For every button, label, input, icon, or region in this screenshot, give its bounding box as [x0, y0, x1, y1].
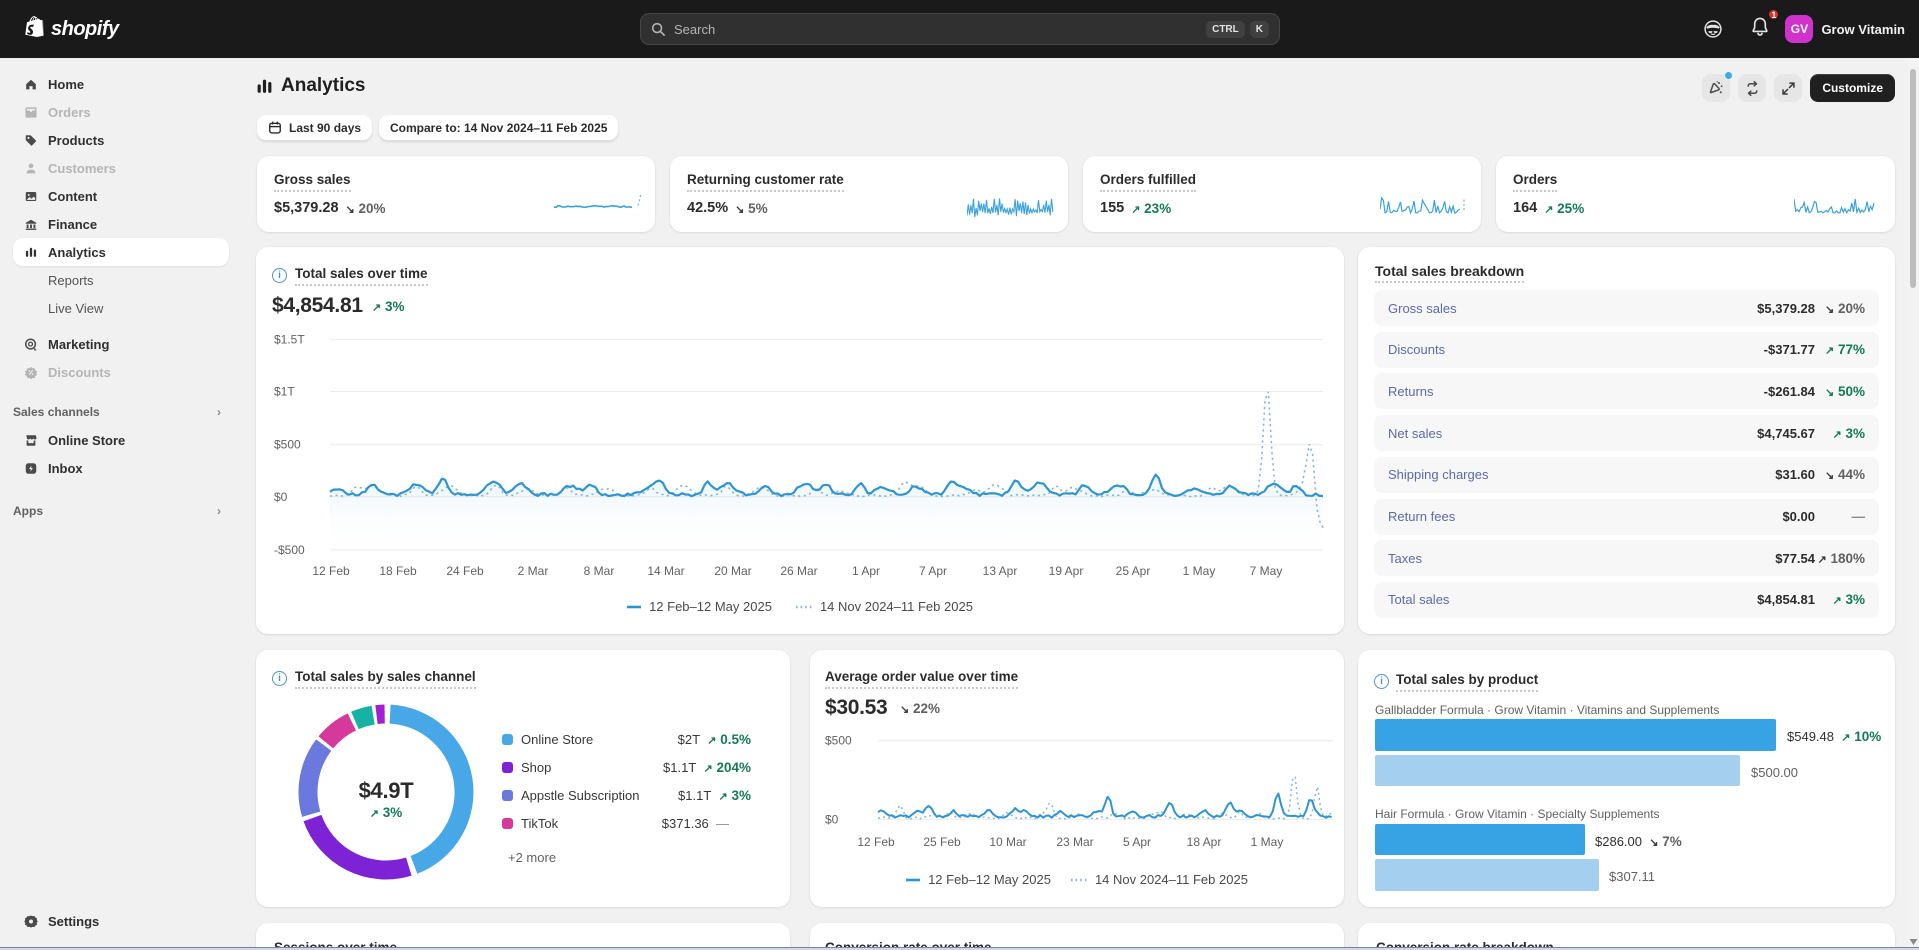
svg-text:1 May: 1 May [1251, 835, 1284, 849]
svg-text:-$500: -$500 [274, 543, 305, 557]
svg-text:19 Apr: 19 Apr [1049, 564, 1084, 578]
svg-text:10 Mar: 10 Mar [989, 835, 1026, 849]
svg-text:12 Feb: 12 Feb [857, 835, 895, 849]
svg-text:25 Feb: 25 Feb [923, 835, 961, 849]
svg-text:$0: $0 [274, 490, 288, 504]
svg-text:$500: $500 [274, 438, 301, 452]
svg-text:23 Mar: 23 Mar [1056, 835, 1093, 849]
svg-text:14 Mar: 14 Mar [647, 564, 684, 578]
svg-text:8 Mar: 8 Mar [584, 564, 615, 578]
svg-text:7 May: 7 May [1250, 564, 1283, 578]
svg-text:20 Mar: 20 Mar [714, 564, 751, 578]
svg-text:12 Feb: 12 Feb [312, 564, 350, 578]
svg-text:5 Apr: 5 Apr [1123, 835, 1151, 849]
svg-text:$1T: $1T [274, 385, 295, 399]
svg-text:18 Apr: 18 Apr [1187, 835, 1222, 849]
svg-text:25 Apr: 25 Apr [1116, 564, 1151, 578]
svg-text:26 Mar: 26 Mar [780, 564, 817, 578]
svg-text:1 May: 1 May [1183, 564, 1216, 578]
svg-text:$1.5T: $1.5T [274, 333, 305, 347]
svg-text:$0: $0 [825, 812, 839, 826]
svg-text:18 Feb: 18 Feb [379, 564, 417, 578]
svg-text:$500: $500 [825, 734, 852, 748]
svg-text:2 Mar: 2 Mar [518, 564, 549, 578]
svg-text:1 Apr: 1 Apr [852, 564, 880, 578]
svg-text:13 Apr: 13 Apr [983, 564, 1018, 578]
svg-text:24 Feb: 24 Feb [446, 564, 484, 578]
svg-text:7 Apr: 7 Apr [919, 564, 947, 578]
